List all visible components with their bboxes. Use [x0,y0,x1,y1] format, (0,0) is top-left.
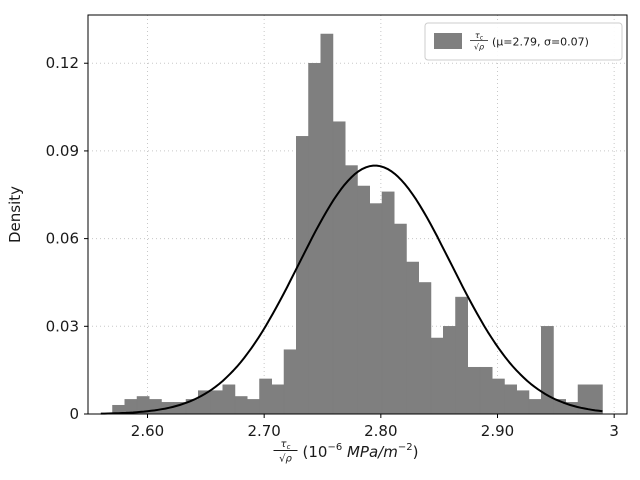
histogram-bar [479,366,493,415]
xlabel-fraction-numerator: τc [281,439,291,451]
histogram-bar [320,33,334,415]
unit-mid: MPa/m [342,443,398,461]
histogram-bar [516,390,530,415]
y-tick-label: 0.03 [46,317,79,335]
x-tick-label: 2.60 [131,422,164,440]
histogram-bar [541,326,554,415]
legend-box [424,22,623,61]
histogram-bar [222,384,236,415]
unit-open: (10 [303,443,328,461]
x-tick-label: 3 [609,422,619,440]
x-tick-label: 2.90 [481,422,514,440]
histogram-bar [332,121,346,415]
histogram-bar [210,390,223,415]
histogram-bar [369,203,383,415]
histogram-bar [308,62,321,415]
histogram-bar [504,384,517,415]
y-tick-label: 0.06 [46,230,79,248]
histogram-bar [418,282,432,415]
y-axis-label: Density [6,186,24,243]
histogram-bar [283,349,297,415]
histogram-bar [492,378,505,415]
x-tick-label: 2.80 [364,422,397,440]
histogram-bar [149,399,162,415]
histogram-bar [234,396,248,415]
y-tick-label: 0 [69,405,79,423]
legend: τc√ρ (μ=2.79, σ=0.07) [424,22,623,61]
histogram-bar [247,399,260,415]
histogram-bar [406,261,419,415]
unit-close: ) [413,443,419,461]
histogram-bar [271,384,285,415]
histogram-bar [394,223,407,415]
xlabel-units: (10−6 MPa/m−2) [303,442,419,461]
histogram-bar [443,326,456,415]
histogram-bar [296,136,309,415]
histogram-bar [467,366,481,415]
legend-fraction-denominator: √ρ [474,43,484,52]
legend-fraction-numerator: τc [475,31,484,42]
legend-swatch [434,33,462,49]
x-tick-label: 2.70 [247,422,280,440]
unit-exponent-1: −6 [327,442,342,453]
tau-subscript: c [287,443,291,451]
normal-fit-curve [100,164,603,415]
x-axis-label: τc √ρ (10−6 MPa/m−2) [273,439,419,465]
histogram-bars [112,33,603,415]
y-tick-label: 0.09 [46,142,79,160]
histogram-bar [357,185,370,415]
histogram-bar [381,191,395,415]
histogram-bar [528,399,542,415]
tau-subscript: c [480,35,484,42]
histogram-bar [259,378,272,415]
histogram-bar [430,337,444,415]
unit-exponent-2: −2 [398,442,413,453]
histogram-bar [455,296,468,415]
y-tick-label: 0.12 [46,54,79,72]
plot-border [87,14,628,415]
xlabel-fraction-denominator: √ρ [279,454,292,465]
histogram-bar [345,165,358,415]
legend-label-suffix: (μ=2.79, σ=0.07) [492,36,589,49]
tau-symbol: τ [475,31,480,40]
tau-symbol: τ [281,439,288,450]
